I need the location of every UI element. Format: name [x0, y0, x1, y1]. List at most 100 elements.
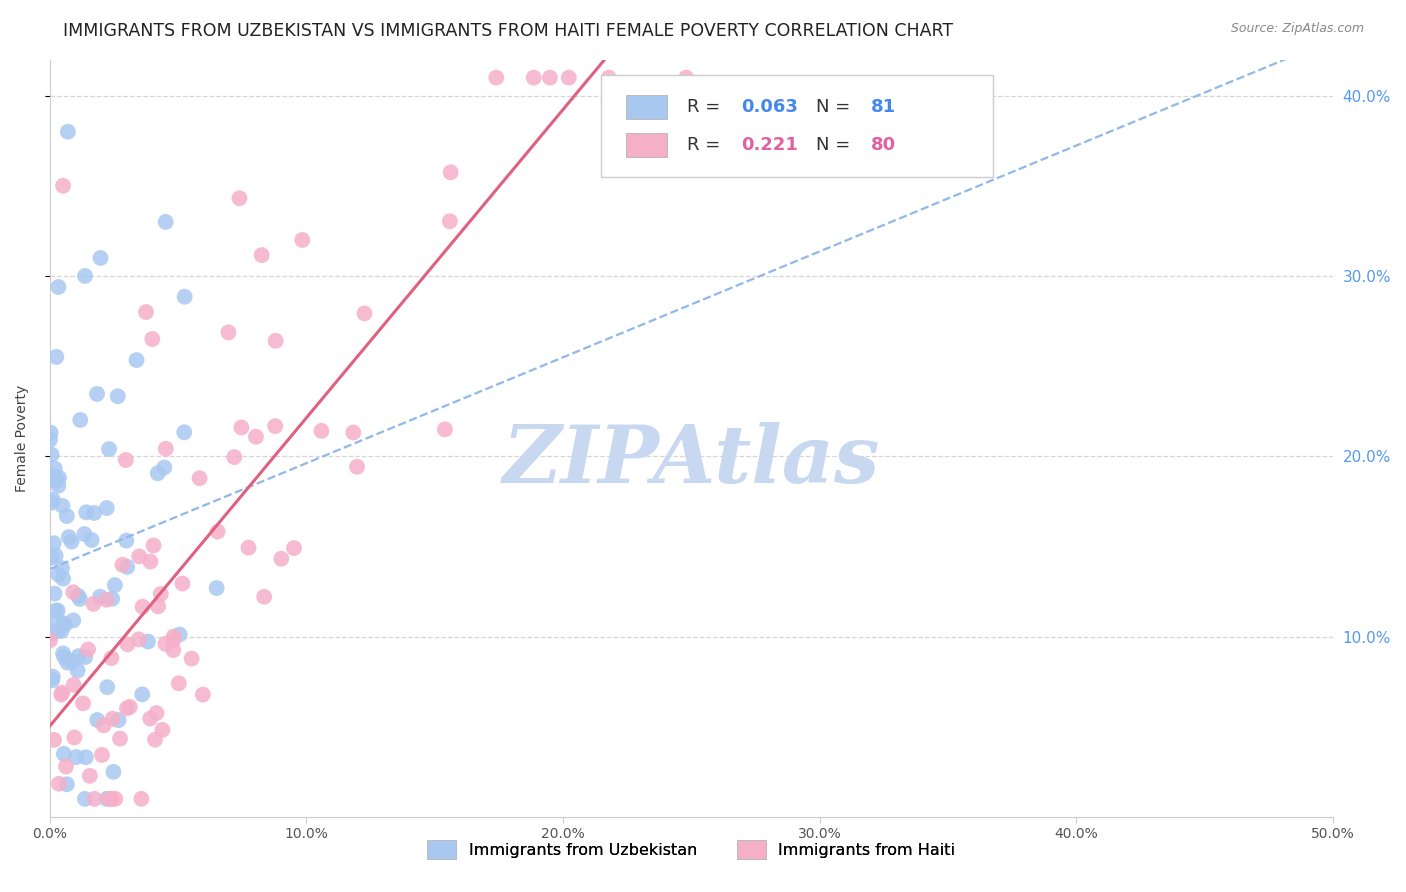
Text: 0.221: 0.221 [741, 136, 799, 154]
Point [39, 633, 62, 648]
Point [146, 599, 169, 614]
Point [41, 673, 63, 688]
Point [169, 627, 191, 641]
Point [73, 527, 96, 541]
Point [52, 178, 75, 193]
Point [60, 534, 83, 549]
Point [52, 646, 75, 660]
Point [118, 699, 141, 714]
Point [44, 461, 66, 475]
Point [107, 389, 129, 403]
Point [250, 248, 273, 262]
Point [39, 550, 62, 565]
Point [167, 676, 190, 690]
Point [104, 792, 127, 806]
Point [440, 165, 463, 179]
Point [104, 578, 127, 592]
Point [128, 549, 150, 564]
Point [253, 590, 276, 604]
Point [115, 533, 138, 548]
Point [191, 688, 214, 702]
Point [135, 305, 157, 319]
Point [523, 70, 546, 85]
Point [96, 592, 118, 607]
Point [146, 467, 169, 481]
Point [115, 559, 138, 574]
Point [63, 731, 86, 745]
FancyBboxPatch shape [626, 95, 666, 120]
Text: 80: 80 [870, 136, 896, 154]
Point [52, 747, 75, 761]
Point [231, 420, 253, 434]
Point [75, 750, 97, 764]
Point [98, 442, 121, 456]
Point [80, 533, 103, 547]
Text: ZIPAtlas: ZIPAtlas [502, 422, 880, 500]
Point [141, 332, 163, 346]
Point [283, 541, 305, 555]
Point [62, 614, 84, 628]
Point [67, 589, 90, 603]
Point [172, 576, 194, 591]
Point [51, 499, 73, 513]
Point [155, 442, 177, 456]
Point [51, 624, 73, 638]
Point [60, 655, 83, 669]
Point [205, 581, 228, 595]
Point [108, 731, 131, 746]
Point [45, 350, 67, 364]
Point [598, 70, 620, 85]
Point [45, 474, 67, 488]
Point [98, 792, 121, 806]
Point [62, 678, 84, 692]
Point [107, 713, 129, 727]
Point [558, 70, 581, 85]
Point [46, 615, 69, 629]
Point [103, 764, 125, 779]
Point [264, 419, 287, 434]
Text: N =: N = [815, 136, 856, 154]
Y-axis label: Female Poverty: Female Poverty [15, 384, 30, 491]
Point [39, 433, 62, 447]
Point [145, 706, 167, 720]
Point [101, 712, 124, 726]
Point [51, 685, 73, 699]
Point [45, 604, 67, 618]
Point [163, 629, 186, 643]
Text: IMMIGRANTS FROM UZBEKISTAN VS IMMIGRANTS FROM HAITI FEMALE POVERTY CORRELATION C: IMMIGRANTS FROM UZBEKISTAN VS IMMIGRANTS… [63, 22, 953, 40]
Point [538, 70, 561, 85]
Point [101, 591, 124, 606]
Point [77, 642, 100, 657]
Point [485, 70, 508, 85]
Point [65, 750, 87, 764]
Point [42, 732, 65, 747]
Point [83, 506, 105, 520]
Point [83, 792, 105, 806]
Point [56, 777, 79, 791]
Point [46, 603, 69, 617]
Point [42, 492, 65, 507]
Point [91, 747, 114, 762]
Point [82, 597, 104, 611]
Point [86, 713, 108, 727]
Point [96, 501, 118, 516]
FancyBboxPatch shape [602, 75, 993, 177]
Point [114, 453, 136, 467]
Point [115, 701, 138, 715]
Point [41, 496, 63, 510]
Point [53, 617, 76, 632]
Point [139, 712, 162, 726]
Point [131, 599, 153, 614]
Point [67, 649, 90, 664]
Text: Source: ZipAtlas.com: Source: ZipAtlas.com [1230, 22, 1364, 36]
FancyBboxPatch shape [626, 133, 666, 157]
Point [46, 624, 69, 639]
Point [42, 670, 65, 684]
Point [128, 632, 150, 647]
Point [675, 70, 697, 85]
Point [100, 792, 122, 806]
Point [96, 680, 118, 694]
Point [218, 326, 240, 340]
Legend: Immigrants from Uzbekistan, Immigrants from Haiti: Immigrants from Uzbekistan, Immigrants f… [420, 833, 962, 866]
Point [46, 567, 69, 582]
